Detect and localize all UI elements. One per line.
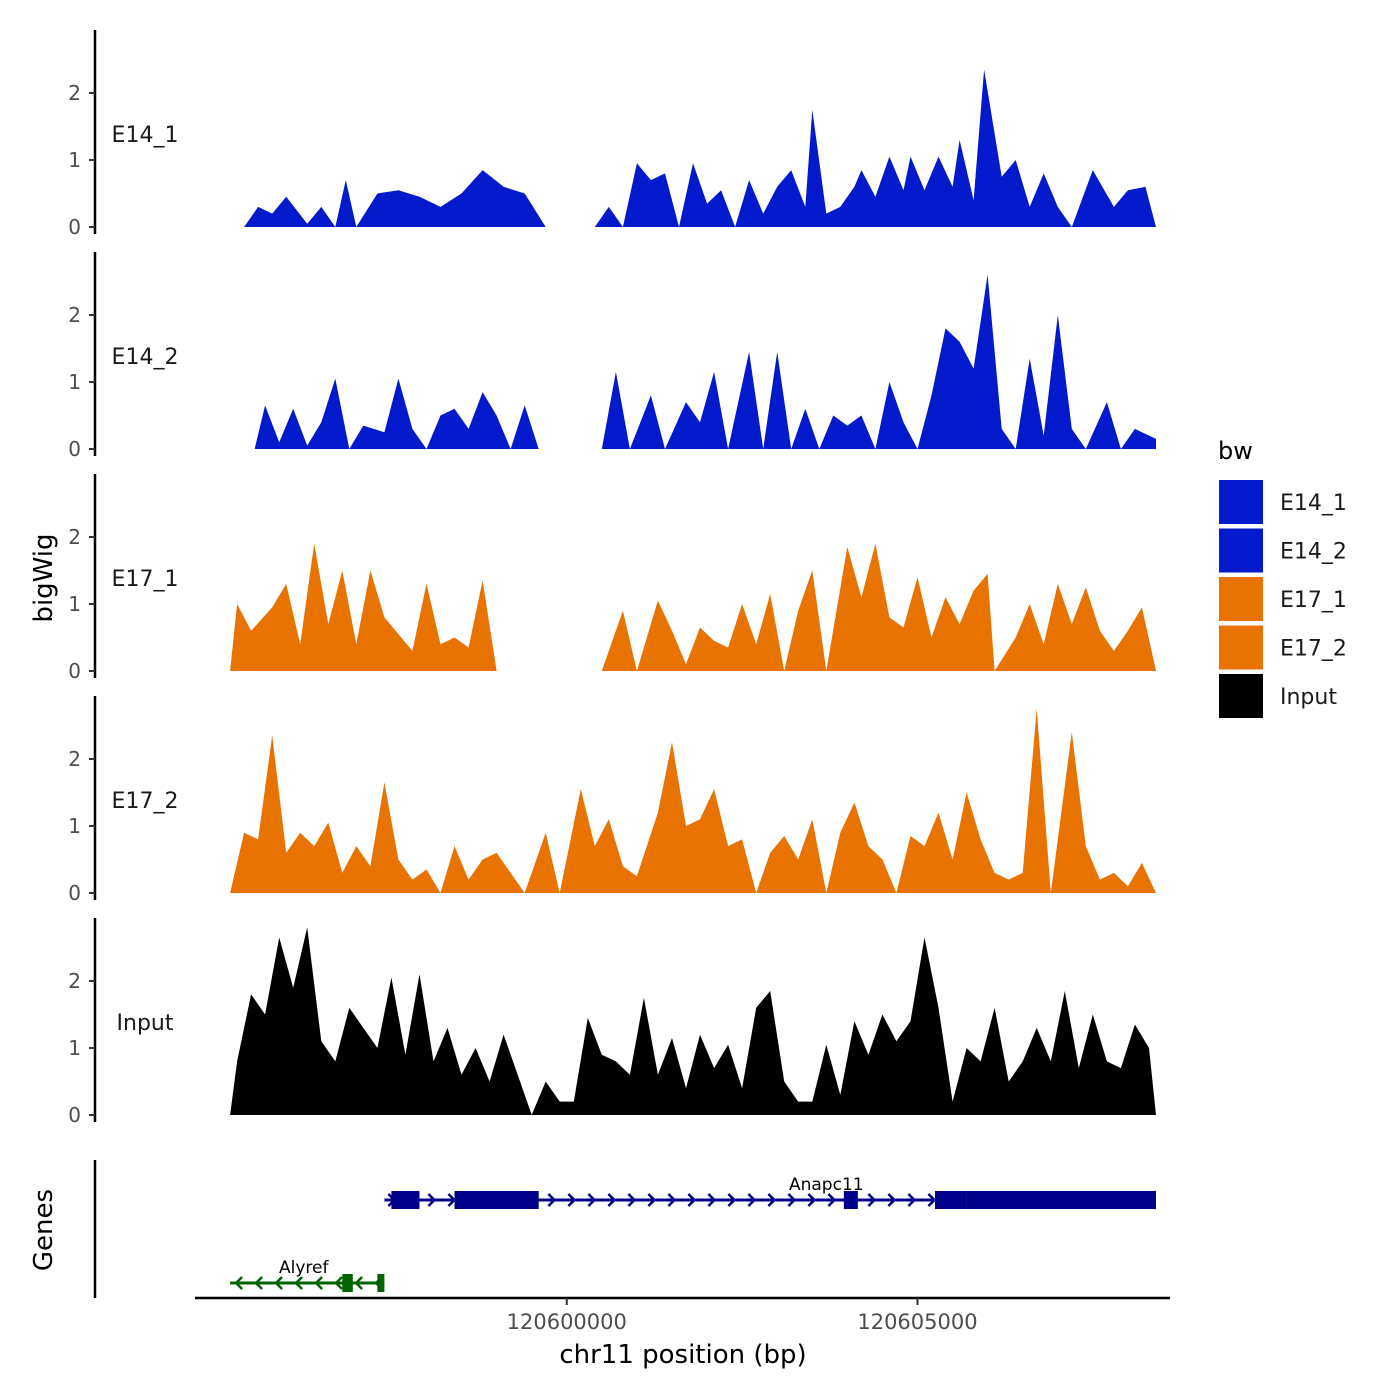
x-tick-label: 120605000: [857, 1310, 977, 1334]
track-Input: 0 1 2 Input: [68, 918, 1157, 1127]
y-tick-label: 0: [68, 881, 81, 905]
y-tick-label: 1: [68, 1036, 81, 1060]
strand-arrow: [667, 1193, 677, 1207]
legend-swatch: [1219, 480, 1263, 524]
strand-arrow: [314, 1276, 323, 1290]
strand-arrow: [767, 1193, 777, 1207]
strand-arrow: [807, 1193, 817, 1207]
gene-Alyref: Alyref: [230, 1258, 385, 1292]
strand-arrow: [627, 1193, 637, 1207]
track-label: E14_1: [112, 123, 179, 148]
track-E17_1: 0 1 2 E17_1: [68, 474, 1157, 683]
track-E14_1: 0 1 2 E14_1: [68, 30, 1157, 239]
exon: [377, 1274, 385, 1292]
strand-arrow: [607, 1193, 617, 1207]
exon: [843, 1191, 858, 1209]
y-tick-label: 0: [68, 659, 81, 683]
track-panels: 0 1 2 E14_1 0 1 2 E14_2 0 1 2 E17_1 0 1 2 E17_2 0 1 2 Input: [68, 30, 1157, 1127]
strand-arrow: [587, 1193, 597, 1207]
exon: [454, 1191, 539, 1209]
legend: bw E14_1 E14_2 E17_1 E17_2 Input: [1218, 437, 1347, 718]
strand-arrow: [447, 1193, 457, 1207]
gene-label: Anapc11: [789, 1175, 864, 1195]
strand-arrow: [334, 1276, 343, 1290]
strand-arrow: [867, 1193, 877, 1207]
exon: [966, 1191, 1156, 1209]
x-tick-label: 120600000: [507, 1310, 627, 1334]
strand-arrow: [567, 1193, 577, 1207]
y-tick-label: 2: [68, 747, 81, 771]
y-axis-title: bigWig: [29, 533, 59, 622]
legend-label: E14_1: [1280, 491, 1347, 516]
strand-arrow: [887, 1193, 897, 1207]
strand-arrow: [274, 1276, 283, 1290]
strand-arrow: [787, 1193, 797, 1207]
gene-label: Alyref: [279, 1258, 329, 1278]
genes-axis-title: Genes: [29, 1189, 59, 1271]
strand-arrow: [747, 1193, 757, 1207]
track-E17_2: 0 1 2 E17_2: [68, 696, 1157, 905]
strand-arrow: [707, 1193, 717, 1207]
legend-label: E14_2: [1280, 540, 1347, 565]
strand-arrow: [687, 1193, 697, 1207]
y-tick-label: 2: [68, 81, 81, 105]
coverage-area-Input: [230, 927, 1157, 1115]
legend-title: bw: [1218, 437, 1253, 465]
legend-swatch: [1219, 528, 1263, 573]
y-tick-label: 0: [68, 437, 81, 461]
y-tick-label: 2: [68, 969, 81, 993]
strand-arrow: [354, 1276, 363, 1290]
coverage-area-E14_2: [254, 274, 1157, 449]
strand-arrow: [254, 1276, 263, 1290]
strand-arrow: [294, 1276, 303, 1290]
genes-panel: Anapc11 Alyref: [93, 1160, 1156, 1298]
y-tick-label: 1: [68, 592, 81, 616]
track-label: E14_2: [112, 345, 179, 370]
strand-arrow: [647, 1193, 657, 1207]
exon: [391, 1191, 420, 1209]
legend-label: Input: [1280, 685, 1337, 710]
y-tick-label: 1: [68, 148, 81, 172]
coverage-area-E17_1: [230, 543, 1157, 671]
track-label: E17_2: [112, 789, 179, 814]
track-E14_2: 0 1 2 E14_2: [68, 252, 1157, 461]
coverage-area-E14_1: [244, 69, 1157, 227]
coverage-area-E17_2: [230, 708, 1157, 893]
legend-swatch: [1219, 625, 1263, 670]
y-tick-label: 0: [68, 215, 81, 239]
track-label: Input: [117, 1011, 174, 1036]
exon: [935, 1191, 967, 1209]
strand-arrow: [727, 1193, 737, 1207]
legend-label: E17_2: [1280, 637, 1347, 662]
y-tick-label: 1: [68, 370, 81, 394]
x-axis: 120600000 120605000: [195, 1296, 1170, 1334]
track-label: E17_1: [112, 567, 179, 592]
legend-swatch: [1219, 674, 1263, 718]
y-tick-label: 0: [68, 1103, 81, 1127]
strand-arrow: [907, 1193, 917, 1207]
strand-arrow: [827, 1193, 837, 1207]
y-tick-label: 2: [68, 525, 81, 549]
gene-Anapc11: Anapc11: [384, 1175, 1156, 1209]
strand-arrow: [927, 1193, 937, 1207]
x-axis-title: chr11 position (bp): [559, 1340, 806, 1370]
legend-swatch: [1219, 577, 1263, 621]
y-tick-label: 2: [68, 303, 81, 327]
strand-arrow: [547, 1193, 557, 1207]
exon: [342, 1274, 353, 1292]
legend-label: E17_1: [1280, 588, 1347, 613]
y-tick-label: 1: [68, 814, 81, 838]
strand-arrow: [234, 1276, 243, 1290]
strand-arrow: [427, 1193, 437, 1207]
